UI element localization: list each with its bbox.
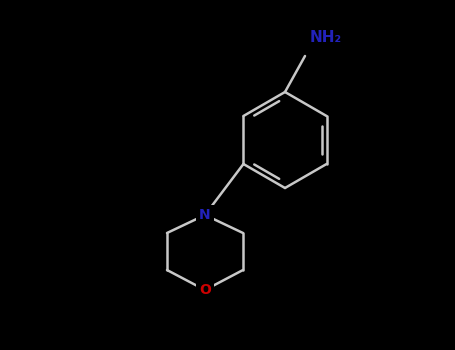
Text: NH₂: NH₂ <box>310 30 342 46</box>
Text: N: N <box>199 208 211 222</box>
Text: O: O <box>199 283 211 297</box>
